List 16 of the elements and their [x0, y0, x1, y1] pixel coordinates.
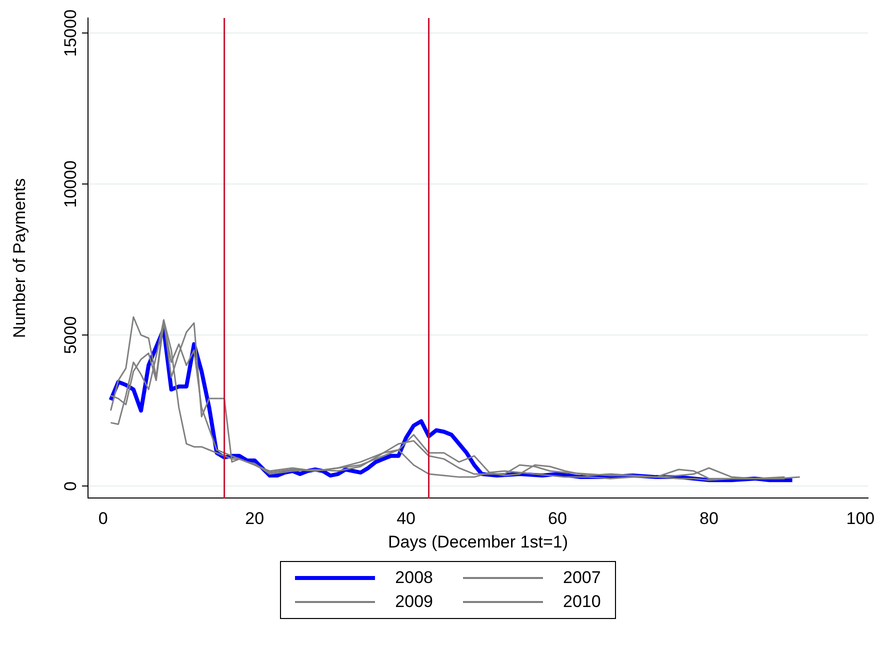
- x-tick-label: 0: [98, 509, 108, 528]
- x-tick-label: 80: [700, 509, 718, 528]
- y-tick-label: 15000: [61, 9, 80, 57]
- x-tick-label: 40: [396, 509, 416, 528]
- legend-label: 2007: [563, 568, 601, 588]
- x-tick-label: 60: [548, 509, 567, 528]
- y-axis-title: Number of Payments: [10, 178, 29, 338]
- legend-label: 2008: [395, 568, 433, 588]
- x-axis-title: Days (December 1st=1): [388, 532, 568, 552]
- y-tick-label: 0: [61, 481, 80, 491]
- x-tick-label: 20: [245, 509, 264, 528]
- y-tick-label: 10000: [61, 160, 80, 208]
- y-tick-label: 5000: [61, 316, 80, 354]
- legend-label: 2010: [563, 592, 601, 612]
- x-tick-label: 100: [846, 509, 875, 528]
- legend-label: 2009: [395, 592, 433, 612]
